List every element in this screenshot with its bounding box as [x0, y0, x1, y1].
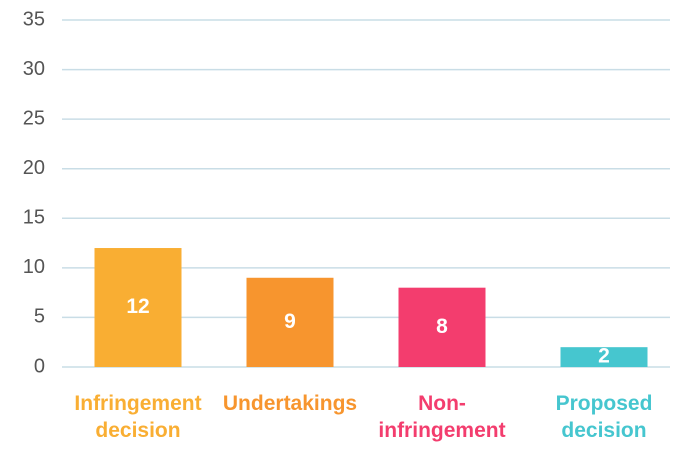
- y-tick-label: 10: [23, 256, 45, 278]
- value-label: 2: [598, 345, 610, 368]
- y-tick-label: 35: [23, 8, 45, 30]
- x-tick-label: Proposed decision: [555, 392, 653, 442]
- x-tick-label: Undertakings: [222, 392, 358, 415]
- x-tick-label: Infringement decision: [74, 392, 202, 442]
- value-label: 8: [436, 315, 448, 338]
- y-tick-label: 0: [34, 355, 45, 377]
- y-tick-label: 25: [23, 107, 45, 129]
- y-tick-label: 15: [23, 207, 45, 229]
- value-label: 9: [284, 310, 296, 333]
- bar: [398, 287, 486, 367]
- bar: [94, 248, 182, 367]
- bar: [560, 347, 648, 367]
- bar: [246, 277, 334, 367]
- y-tick-label: 20: [23, 157, 45, 179]
- x-tick-label: Non-infringement: [378, 392, 506, 442]
- value-label: 12: [126, 295, 149, 318]
- y-tick-label: 30: [23, 58, 45, 80]
- y-tick-label: 5: [34, 306, 45, 328]
